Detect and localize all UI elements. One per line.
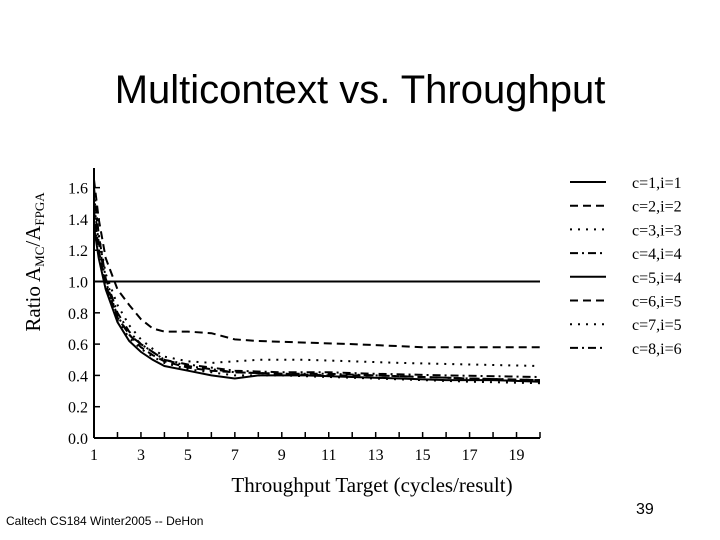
legend-label: c=5,i=4 [632, 270, 682, 287]
x-tick-label: 1 [90, 447, 98, 464]
series-line [93, 210, 541, 382]
legend-label: c=1,i=1 [632, 175, 682, 192]
y-axis-label-subscript-fpga: FPGA [32, 192, 47, 226]
legend-label: c=2,i=2 [632, 199, 682, 216]
slide-title: Multicontext vs. Throughput [114, 68, 606, 112]
x-tick-label: 3 [137, 447, 145, 464]
series-line [93, 218, 541, 385]
series-line [93, 179, 540, 349]
y-tick-label: 1.4 [68, 212, 88, 229]
x-tick-label: 11 [321, 447, 336, 464]
legend: c=1,i=1 c=2,i=2 c=3,i=3 c=4,i=4 c=5,i=4 c=6,i… [570, 175, 682, 358]
y-tick-label: 1.0 [68, 275, 88, 292]
x-tick-label: 7 [231, 447, 239, 464]
page-number: 39 [636, 501, 654, 518]
legend-label: c=3,i=3 [632, 222, 682, 239]
x-tick-label: 19 [509, 447, 525, 464]
x-axis-label: Throughput Target (cycles/result) [231, 473, 512, 497]
y-tick-label: 0.2 [68, 400, 88, 417]
y-tick-label: 0.0 [68, 431, 88, 448]
legend-label: c=6,i=5 [632, 294, 682, 311]
legend-label: c=7,i=5 [632, 317, 682, 334]
y-tick-label: 1.2 [68, 243, 88, 260]
y-tick-label: 0.4 [68, 368, 88, 385]
y-tick-label: 1.6 [68, 181, 88, 198]
series-line [93, 203, 541, 378]
y-tick-label: 0.8 [68, 306, 88, 323]
x-tick-label: 17 [462, 447, 478, 464]
y-tick-label: 0.6 [68, 337, 88, 354]
legend-label: c=4,i=4 [632, 246, 682, 263]
footer-text: Caltech CS184 Winter2005 -- DeHon [6, 514, 204, 528]
y-axis-label-mid: /A [21, 225, 45, 247]
x-tick-label: 13 [368, 447, 384, 464]
series-line [93, 226, 541, 383]
y-axis-label: Ratio AMC/AFPGA [21, 192, 47, 332]
plot-area: 0.00.20.40.60.81.01.21.41.61 3 5 7 9 11 13 15 17… [68, 168, 541, 464]
x-tick-label: 9 [278, 447, 286, 464]
x-tick-label: 15 [415, 447, 431, 464]
series-line [93, 187, 541, 382]
legend-label: c=8,i=6 [632, 341, 682, 358]
y-axis-label-prefix: Ratio A [21, 266, 45, 332]
y-axis-label-subscript-mc: MC [32, 247, 47, 267]
x-tick-label: 5 [184, 447, 192, 464]
